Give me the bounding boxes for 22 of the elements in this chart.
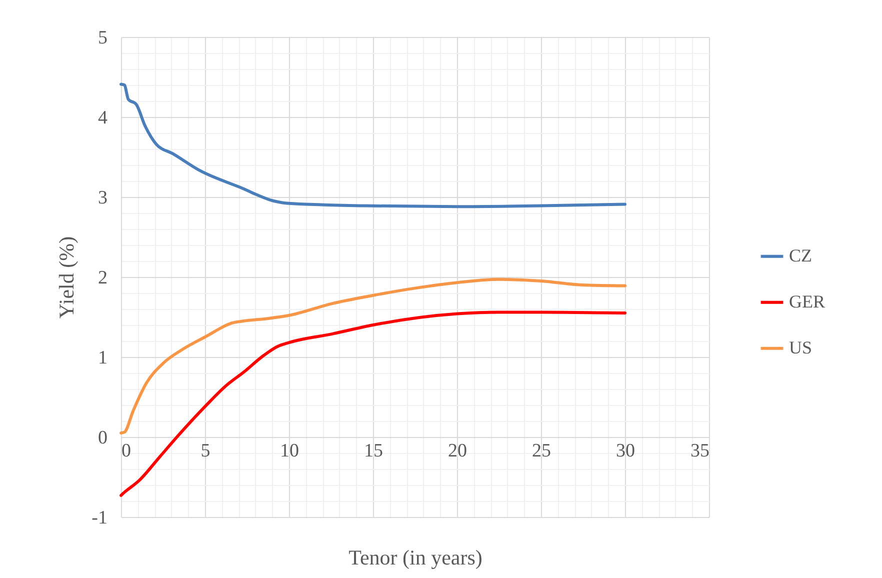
x-axis-title: Tenor (in years) [348, 546, 482, 570]
x-tick-label: 30 [616, 440, 635, 462]
x-tick-label: 20 [448, 440, 467, 462]
y-tick-label: 3 [98, 188, 108, 208]
y-tick-label: 5 [98, 28, 108, 48]
y-tick-label: 0 [98, 428, 108, 448]
x-tick-label: 0 [122, 440, 131, 462]
legend-label: GER [789, 291, 825, 312]
x-tick-label: 10 [280, 440, 299, 462]
x-tick-label: 15 [364, 440, 383, 462]
y-tick-label: -1 [92, 508, 108, 528]
x-tick-label: 5 [200, 440, 210, 462]
x-tick-label: 35 [690, 440, 710, 462]
legend-label: US [789, 337, 812, 358]
y-tick-label: 4 [98, 108, 108, 128]
y-tick-label: 2 [98, 268, 108, 288]
line-series [120, 278, 626, 434]
y-axis-title: Yield (%) [54, 236, 79, 319]
line-series [120, 82, 626, 208]
x-tick-label: 25 [532, 440, 551, 462]
legend-label: CZ [789, 245, 812, 266]
y-tick-label: 1 [98, 348, 108, 368]
